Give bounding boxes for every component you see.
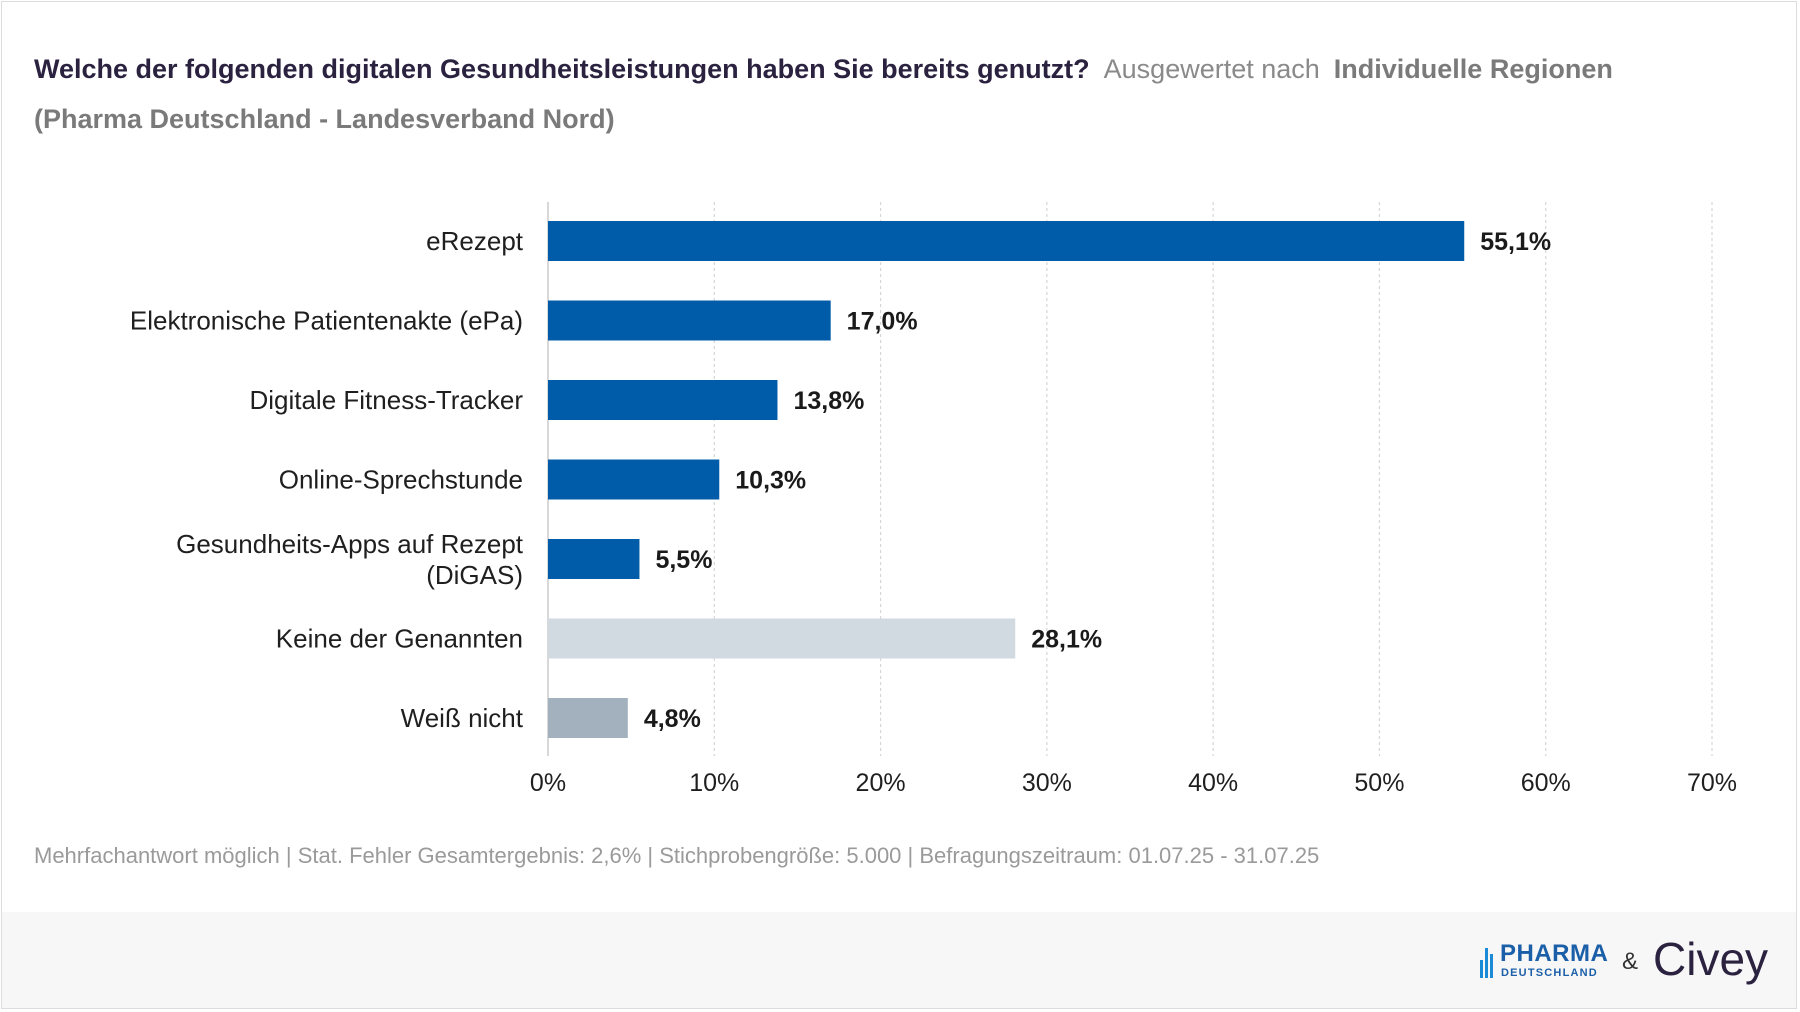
category-label: Keine der Genannten	[276, 624, 523, 654]
category-label: Weiß nicht	[401, 703, 524, 733]
evaluated-by-label: Ausgewertet nach	[1103, 54, 1320, 84]
bar	[548, 380, 778, 420]
category-label: eRezept	[426, 226, 524, 256]
pharma-deutschland-logo: PHARMA DEUTSCHLAND	[1480, 940, 1608, 980]
category-label: Online-Sprechstunde	[279, 465, 523, 495]
question-title: Welche der folgenden digitalen Gesundhei…	[34, 54, 1090, 84]
x-tick-label: 10%	[689, 769, 739, 797]
category-label: Digitale Fitness-Tracker	[249, 385, 523, 415]
footer-band	[2, 912, 1796, 1008]
x-tick-label: 40%	[1188, 769, 1238, 797]
logo-ampersand: &	[1622, 948, 1639, 975]
value-label: 17,0%	[847, 308, 918, 336]
value-label: 5,5%	[655, 546, 712, 574]
pharma-logo-line1: PHARMA	[1500, 940, 1609, 967]
grouping-label: Individuelle Regionen	[1333, 54, 1613, 84]
bar	[548, 221, 1465, 261]
bar	[548, 539, 640, 579]
category-label: Elektronische Patientenakte (ePa)	[130, 306, 523, 336]
bar	[548, 698, 628, 738]
pharma-logo-line2: DEUTSCHLAND	[1501, 967, 1598, 979]
value-label: 4,8%	[644, 705, 701, 733]
bar-chart: 0% 10% 20% 30% 40% 50% 60% 70% eRezept 55,1% Elekt…	[130, 202, 1737, 797]
value-label: 10,3%	[735, 467, 806, 495]
x-tick-label: 60%	[1521, 769, 1571, 797]
x-tick-label: 20%	[856, 769, 906, 797]
x-tick-label: 50%	[1354, 769, 1404, 797]
bar	[548, 459, 720, 500]
pharma-bars-icon	[1480, 944, 1496, 978]
category-label: Gesundheits-Apps auf Rezept (DiGAS)	[176, 529, 524, 590]
subgroup-label: (Pharma Deutschland - Landesverband Nord…	[34, 104, 615, 134]
value-label: 55,1%	[1480, 228, 1551, 256]
bar	[548, 300, 831, 341]
x-tick-label: 0%	[530, 769, 566, 797]
x-tick-label: 70%	[1687, 769, 1737, 797]
x-tick-label: 30%	[1022, 769, 1072, 797]
bar	[548, 618, 1016, 659]
value-label: 13,8%	[793, 387, 864, 415]
footnote: Mehrfachantwort möglich | Stat. Fehler G…	[34, 843, 1320, 868]
chart-header: Welche der folgenden digitalen Gesundhei…	[34, 44, 1754, 144]
civey-logo: Civey	[1653, 933, 1769, 985]
value-label: 28,1%	[1031, 626, 1102, 654]
